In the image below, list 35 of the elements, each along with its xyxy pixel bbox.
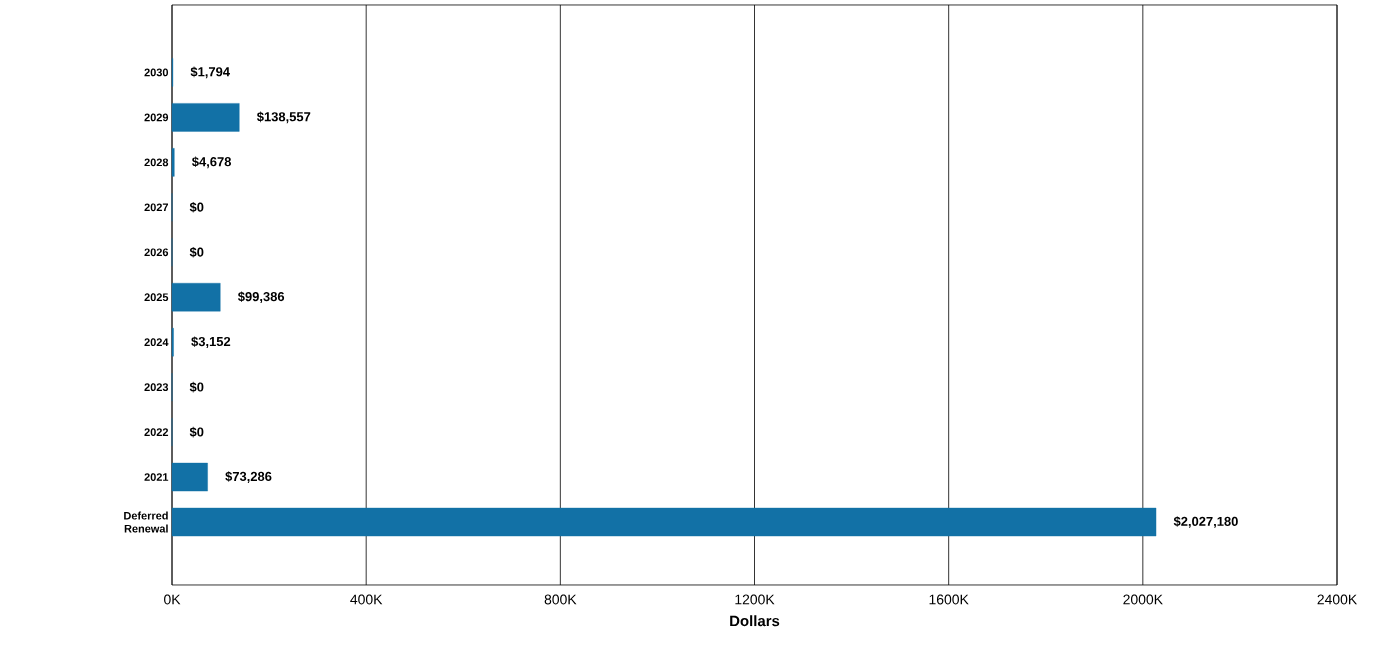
x-tick-label: 0K (164, 594, 181, 605)
y-tick-label: 2028 (144, 158, 169, 167)
bar (171, 507, 1157, 537)
data-label: $99,386 (237, 291, 285, 304)
data-label: $0 (189, 381, 204, 393)
bar (171, 103, 240, 132)
x-tick-label: 2400K (1317, 594, 1358, 605)
y-tick-label: 2025 (144, 293, 169, 302)
data-label: $3,152 (191, 336, 231, 348)
y-tick-label: 2021 (144, 473, 169, 481)
data-label: $4,678 (191, 156, 232, 169)
data-label: $1,794 (190, 66, 230, 79)
bar (171, 148, 175, 177)
x-tick-label: 1200K (735, 594, 775, 605)
data-label: $0 (189, 426, 204, 438)
y-tick-label: Deferred Renewal (124, 511, 168, 533)
bar (171, 283, 221, 312)
y-tick-label: 2024 (144, 338, 169, 347)
data-label: $2,027,180 (1173, 516, 1238, 528)
y-tick-label: 2023 (144, 383, 169, 392)
data-label: $0 (189, 202, 204, 213)
x-tick-label: 1600K (929, 594, 969, 605)
y-tick-label: 2027 (144, 203, 168, 212)
y-tick-label: 2030 (144, 68, 169, 77)
x-tick-label: 400K (350, 594, 383, 605)
y-tick-label: 2029 (144, 113, 169, 122)
data-label: $73,286 (225, 471, 272, 483)
data-label: $0 (189, 246, 204, 258)
x-axis-title: Dollars (730, 615, 780, 627)
data-label: $138,557 (256, 111, 311, 124)
bar (171, 462, 208, 492)
y-tick-label: 2026 (144, 248, 169, 257)
x-tick-label: 2000K (1123, 594, 1163, 605)
y-tick-label: 2022 (144, 428, 169, 436)
x-tick-label: 800K (544, 594, 577, 605)
